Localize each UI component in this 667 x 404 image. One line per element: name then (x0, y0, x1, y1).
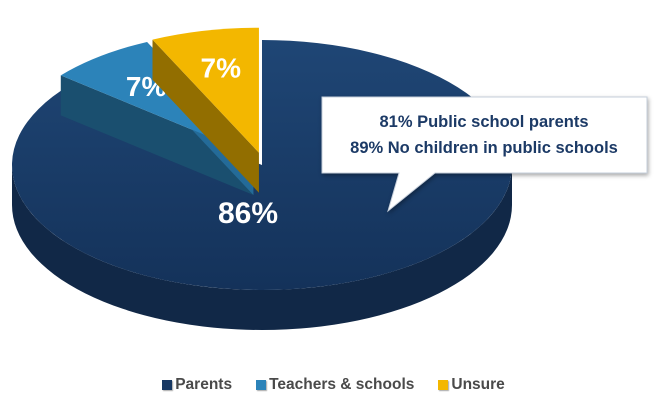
legend-item-teachers-schools: Teachers & schools (256, 376, 414, 394)
callout-line-2: 89% No children in public schools (350, 139, 618, 157)
slice-side-parents (12, 165, 512, 330)
slice-top-unsure (152, 27, 259, 153)
legend-label-parents: Parents (175, 376, 233, 393)
slice-wall-teachers-schools (60, 75, 254, 196)
legend-swatch-parents (162, 380, 173, 390)
callout-line-1: 81% Public school parents (379, 113, 588, 131)
slice-label-unsure: 7% (201, 52, 242, 83)
legend-label-teachers-schools: Teachers & schools (269, 376, 415, 393)
legend-swatch-unsure (438, 380, 449, 390)
callout-box (321, 96, 648, 213)
legend-item-parents: Parents (162, 376, 232, 394)
legend-item-unsure: Unsure (438, 376, 505, 394)
callout: 81% Public school parents 89% No childre… (321, 96, 648, 213)
slice-wall-unsure (152, 39, 259, 193)
slice-unsure: 7% (152, 27, 259, 193)
slice-label-parents: 86% (218, 197, 278, 230)
legend: Parents Teachers & schools Unsure (0, 376, 667, 394)
legend-label-unsure: Unsure (451, 376, 505, 393)
legend-swatch-teachers-schools (256, 380, 267, 390)
